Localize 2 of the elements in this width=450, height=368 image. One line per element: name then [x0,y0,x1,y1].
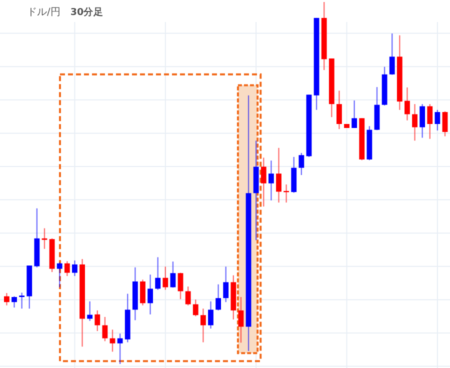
text: 30分足 [70,6,104,18]
text: ドル/円 [27,7,60,18]
